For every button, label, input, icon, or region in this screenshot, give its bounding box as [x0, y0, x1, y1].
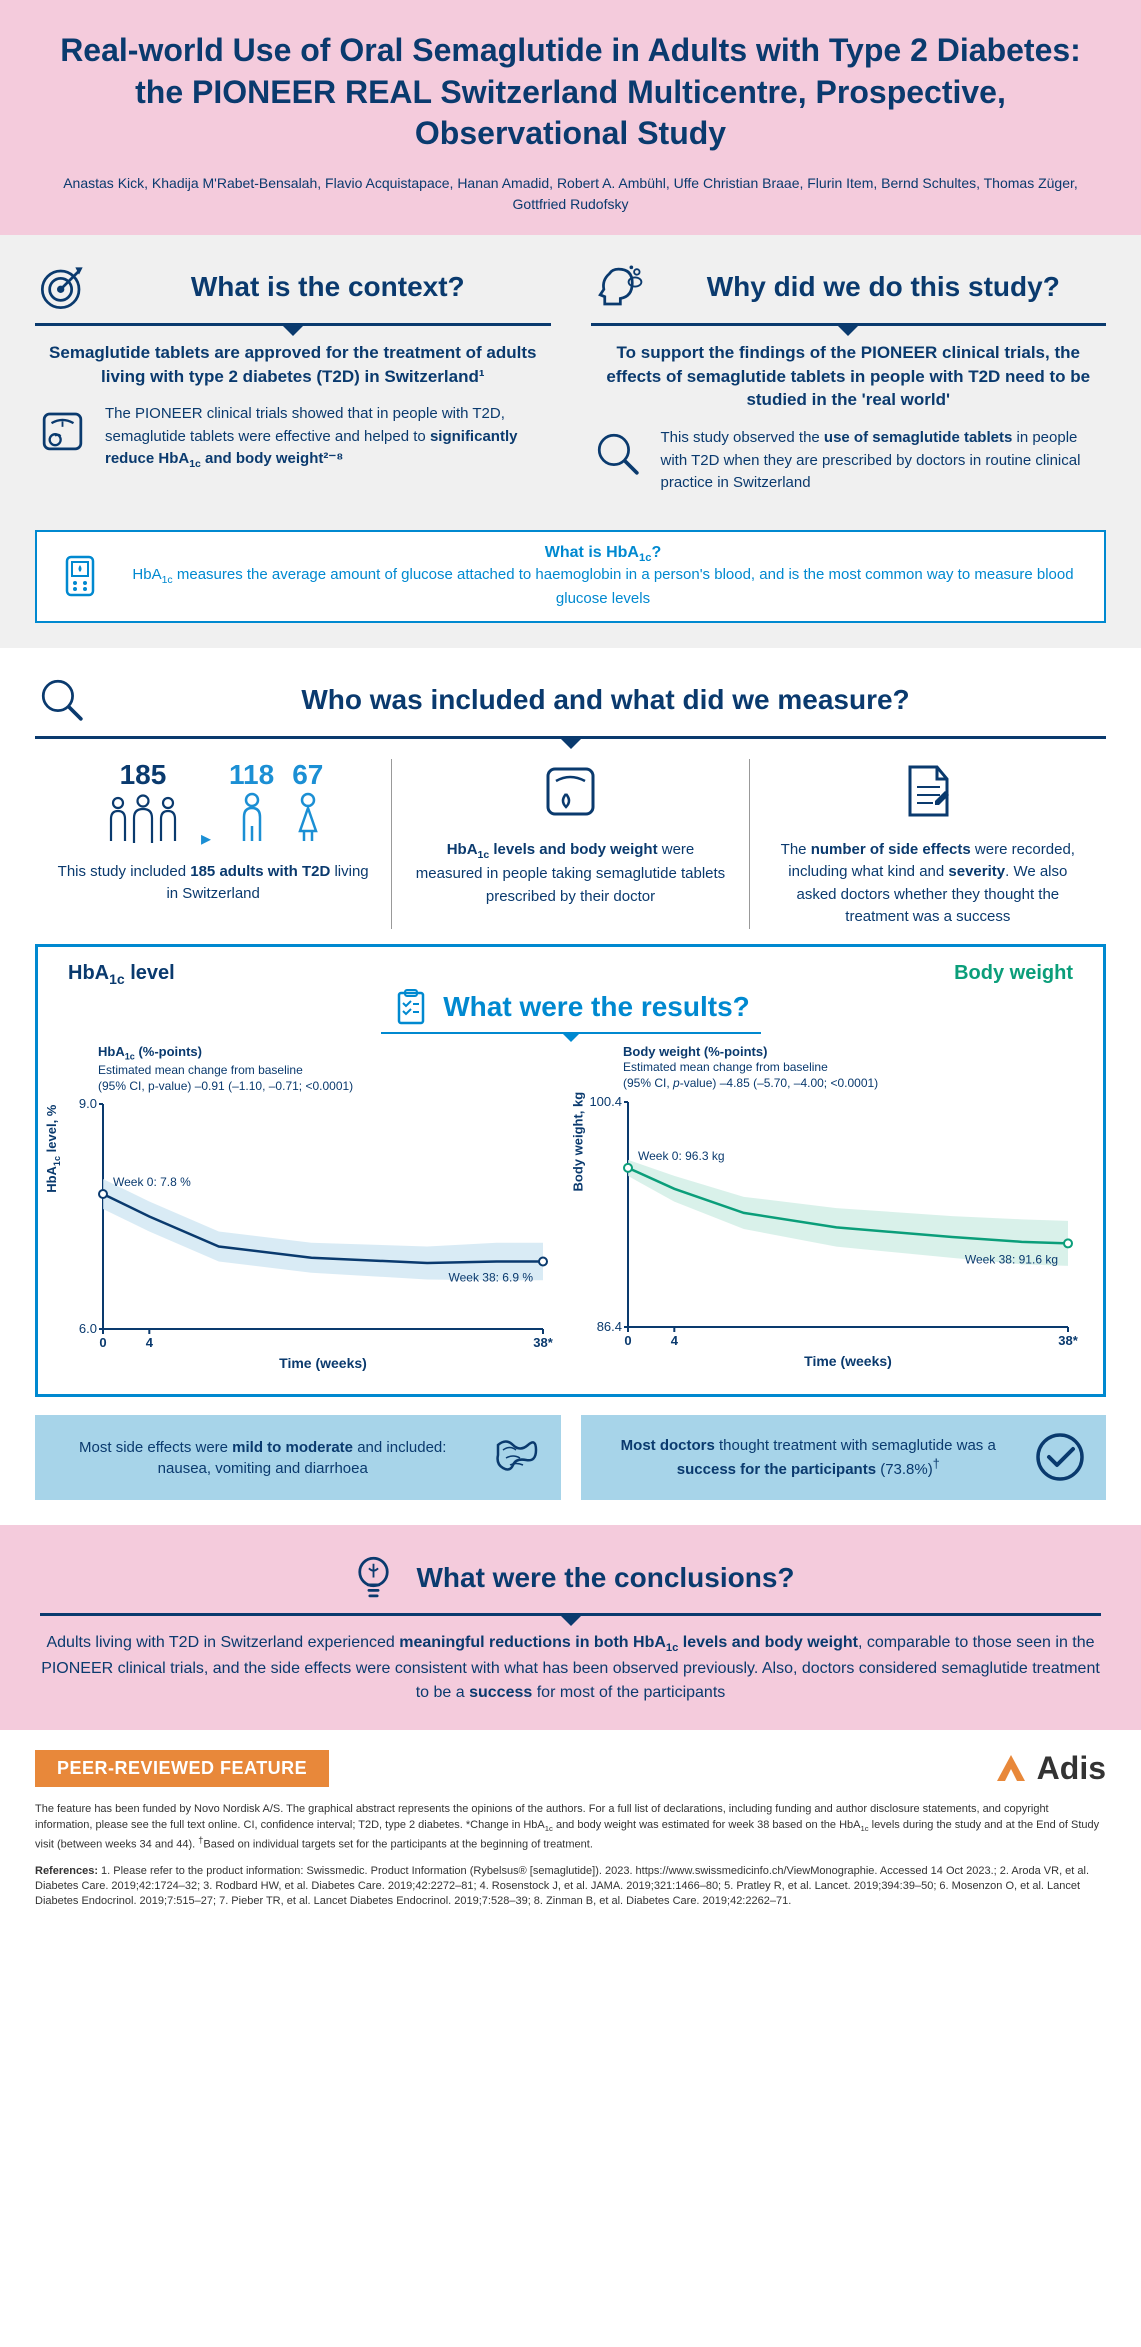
- why-lead: To support the findings of the PIONEER c…: [591, 341, 1107, 412]
- svg-text:86.4: 86.4: [597, 1319, 622, 1334]
- divider: [40, 1613, 1101, 1616]
- svg-text:0: 0: [99, 1335, 106, 1350]
- svg-text:38*: 38*: [1058, 1333, 1078, 1348]
- lightbulb-icon: [346, 1550, 401, 1605]
- svg-text:Week 0: 7.8 %: Week 0: 7.8 %: [113, 1175, 191, 1189]
- success-box: Most doctors thought treatment with sema…: [581, 1415, 1107, 1500]
- adis-logo: Adis: [993, 1750, 1106, 1787]
- header-banner: Real-world Use of Oral Semaglutide in Ad…: [0, 0, 1141, 235]
- hba1c-info-box: What is HbA1c? HbA1c measures the averag…: [35, 530, 1106, 623]
- conclusions-heading: What were the conclusions?: [416, 1561, 794, 1595]
- male-count: 118: [229, 759, 274, 791]
- participants-text: This study included 185 adults with T2D …: [55, 861, 371, 906]
- side-effects-summary: Most side effects were mild to moderate …: [53, 1437, 473, 1479]
- side-effects-text: The number of side effects were recorded…: [770, 839, 1086, 929]
- measures-text: HbA1c levels and body weight were measur…: [412, 839, 728, 909]
- bw-ylabel: Body weight, kg: [571, 1091, 586, 1191]
- participants-cell: 185 ▸ 118 67: [35, 759, 392, 929]
- divider: [381, 1032, 761, 1034]
- success-summary: Most doctors thought treatment with sema…: [599, 1435, 1019, 1480]
- context-heading: What is the context?: [105, 270, 551, 304]
- who-section: Who was included and what did we measure…: [0, 648, 1141, 1526]
- bw-chart-svg: 100.4 86.40 4 38* Time (weeks) Week 0: 96.3 k…: [583, 1092, 1083, 1372]
- divider: [35, 736, 1106, 739]
- bodyweight-label: Body weight: [954, 962, 1073, 987]
- page-title: Real-world Use of Oral Semaglutide in Ad…: [40, 30, 1101, 155]
- svg-text:6.0: 6.0: [79, 1321, 97, 1336]
- svg-text:4: 4: [146, 1335, 154, 1350]
- who-heading: Who was included and what did we measure…: [105, 683, 1106, 717]
- conclusions-section: What were the conclusions? Adults living…: [0, 1525, 1141, 1730]
- hba1c-chart-svg: 9.0 6.00 4 38* Time (weeks) Week 0: 7.8 % Week…: [58, 1094, 558, 1374]
- why-column: Why did we do this study? To support the…: [591, 260, 1107, 510]
- svg-text:38*: 38*: [533, 1335, 553, 1350]
- svg-text:Time (weeks): Time (weeks): [804, 1353, 892, 1369]
- why-heading: Why did we do this study?: [661, 270, 1107, 304]
- context-body: The PIONEER clinical trials showed that …: [105, 403, 551, 473]
- hba1c-ylabel: HbA1c level, %: [44, 1104, 62, 1192]
- svg-text:Week 38: 6.9 %: Week 38: 6.9 %: [449, 1271, 534, 1285]
- document-icon: [895, 759, 960, 824]
- hba1c-question: What is HbA1c?: [120, 544, 1086, 564]
- conclusions-body: Adults living with T2D in Switzerland ex…: [40, 1631, 1101, 1705]
- svg-text:100.4: 100.4: [589, 1094, 622, 1109]
- thinking-head-icon: [591, 260, 646, 315]
- bodyweight-chart: Body weight (%-points)Estimated mean cha…: [583, 1044, 1083, 1380]
- divider: [591, 323, 1107, 326]
- authors-list: Anastas Kick, Khadija M'Rabet-Bensalah, …: [40, 173, 1101, 215]
- context-why-section: What is the context? Semaglutide tablets…: [0, 235, 1141, 648]
- svg-text:Time (weeks): Time (weeks): [279, 1355, 367, 1371]
- footer-disclosure: The feature has been funded by Novo Nord…: [35, 1802, 1106, 1853]
- measures-cell: HbA1c levels and body weight were measur…: [392, 759, 749, 929]
- svg-text:Week 0: 96.3 kg: Week 0: 96.3 kg: [638, 1149, 725, 1163]
- context-column: What is the context? Semaglutide tablets…: [35, 260, 551, 510]
- female-count: 67: [292, 759, 323, 791]
- footer: PEER-REVIEWED FEATURE Adis The feature h…: [0, 1730, 1141, 1940]
- side-effects-cell: The number of side effects were recorded…: [750, 759, 1106, 929]
- results-heading: What were the results?: [443, 991, 750, 1023]
- svg-text:9.0: 9.0: [79, 1096, 97, 1111]
- results-box: HbA1c level Body weight What were the re…: [35, 944, 1106, 1398]
- clipboard-icon: [391, 987, 431, 1027]
- peer-reviewed-badge: PEER-REVIEWED FEATURE: [35, 1750, 329, 1787]
- target-icon: [35, 260, 90, 315]
- magnifier-icon: [591, 427, 646, 482]
- people-group-icon: [103, 791, 183, 846]
- magnifier-icon: [35, 673, 90, 728]
- footer-references: References: 1. Please refer to the produ…: [35, 1864, 1106, 1910]
- glucose-meter-icon: [55, 551, 105, 601]
- hba1c-caption: HbA1c (%-points)Estimated mean change fr…: [58, 1044, 558, 1095]
- bw-caption: Body weight (%-points)Estimated mean cha…: [583, 1044, 1083, 1092]
- arrow-icon: ▸: [201, 826, 211, 851]
- checkmark-circle-icon: [1033, 1430, 1088, 1485]
- svg-text:0: 0: [624, 1333, 631, 1348]
- side-effects-box: Most side effects were mild to moderate …: [35, 1415, 561, 1500]
- context-lead: Semaglutide tablets are approved for the…: [35, 341, 551, 389]
- scale-drop-icon: [538, 759, 603, 824]
- male-icon: [238, 791, 266, 846]
- total-count: 185: [103, 759, 183, 791]
- divider: [35, 323, 551, 326]
- hba1c-label: HbA1c level: [68, 962, 175, 987]
- intestine-icon: [488, 1430, 543, 1485]
- female-icon: [294, 791, 322, 846]
- hba1c-answer: HbA1c measures the average amount of glu…: [120, 564, 1086, 609]
- scale-icon: [35, 403, 90, 458]
- svg-text:Week 38: 91.6 kg: Week 38: 91.6 kg: [965, 1252, 1058, 1266]
- why-body: This study observed the use of semagluti…: [661, 427, 1107, 495]
- hba1c-chart: HbA1c (%-points)Estimated mean change fr…: [58, 1044, 558, 1380]
- svg-text:4: 4: [671, 1333, 679, 1348]
